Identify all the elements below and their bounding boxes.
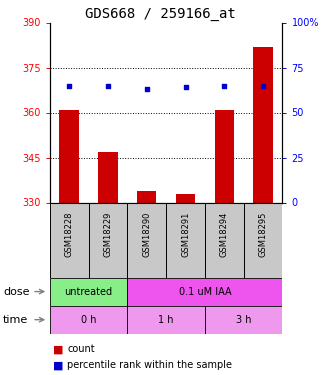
Bar — [59, 110, 79, 202]
Bar — [205, 306, 282, 334]
Bar — [127, 306, 205, 334]
Bar — [98, 152, 117, 202]
Text: GDS668 / 259166_at: GDS668 / 259166_at — [85, 7, 236, 21]
Text: percentile rank within the sample: percentile rank within the sample — [67, 360, 232, 370]
Text: 3 h: 3 h — [236, 315, 251, 325]
Text: 1 h: 1 h — [158, 315, 174, 325]
Text: count: count — [67, 344, 95, 354]
Text: dose: dose — [3, 286, 30, 297]
Text: GSM18295: GSM18295 — [259, 211, 268, 257]
Point — [261, 82, 266, 88]
Bar — [205, 202, 244, 278]
Bar — [89, 202, 127, 278]
Bar — [50, 306, 127, 334]
Bar — [253, 46, 273, 202]
Point — [66, 82, 72, 88]
Text: ■: ■ — [53, 360, 64, 370]
Text: untreated: untreated — [65, 286, 113, 297]
Bar — [166, 202, 205, 278]
Text: GSM18294: GSM18294 — [220, 211, 229, 257]
Text: GSM18229: GSM18229 — [103, 211, 112, 257]
Point — [144, 86, 149, 92]
Bar — [50, 202, 89, 278]
Text: 0 h: 0 h — [81, 315, 96, 325]
Bar — [127, 278, 282, 306]
Point — [105, 82, 110, 88]
Point — [222, 82, 227, 88]
Bar — [137, 190, 156, 202]
Point — [183, 84, 188, 90]
Bar — [127, 202, 166, 278]
Bar — [176, 194, 195, 202]
Text: ■: ■ — [53, 344, 64, 354]
Text: GSM18228: GSM18228 — [65, 211, 74, 257]
Bar — [244, 202, 282, 278]
Text: GSM18291: GSM18291 — [181, 211, 190, 257]
Text: time: time — [3, 315, 29, 325]
Text: GSM18290: GSM18290 — [142, 211, 151, 257]
Bar — [215, 110, 234, 202]
Text: 0.1 uM IAA: 0.1 uM IAA — [178, 286, 231, 297]
Bar — [50, 278, 127, 306]
